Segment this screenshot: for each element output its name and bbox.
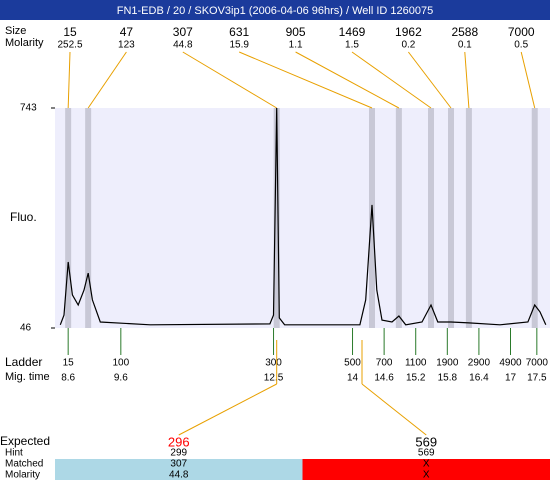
peak-band	[448, 108, 454, 328]
peak-molarity: 0.2	[401, 40, 415, 51]
peak-band	[465, 108, 472, 328]
peak-size: 47	[120, 25, 134, 39]
peak-connector	[351, 51, 432, 109]
y-tick-label: 46	[20, 323, 32, 334]
peak-connector	[520, 51, 536, 109]
matched-value: X	[423, 459, 430, 470]
peak-molarity: 123	[118, 40, 135, 51]
hint-label: Hint	[5, 448, 23, 459]
peak-molarity: 1.1	[289, 40, 303, 51]
ladder-size: 15	[63, 358, 75, 369]
expected-connector	[178, 383, 277, 436]
expected-value: 569	[415, 434, 437, 449]
molarity-label: Molarity	[5, 37, 44, 49]
hint-value: 299	[170, 448, 187, 459]
peak-size: 7000	[508, 25, 535, 39]
peak-size: 631	[229, 25, 249, 39]
ladder-time: 15.2	[406, 373, 426, 384]
peak-molarity: 44.8	[173, 40, 193, 51]
match-background	[55, 459, 303, 480]
peak-connector	[182, 51, 277, 109]
ladder-time: 17.5	[527, 373, 547, 384]
ladder-time: 17	[505, 373, 517, 384]
ladder-size: 1900	[436, 358, 459, 369]
peak-connector	[239, 51, 373, 109]
matched-label: Matched	[5, 459, 43, 470]
title: FN1-EDB / 20 / SKOV3ip1 (2006-04-06 96hr…	[117, 5, 434, 17]
expected-label: Expected	[0, 434, 50, 448]
ladder-size: 4900	[499, 358, 522, 369]
peak-band	[273, 108, 280, 328]
peak-connector	[67, 51, 71, 109]
peak-connector	[408, 51, 452, 109]
title-bar	[0, 0, 550, 20]
peak-band	[427, 108, 434, 328]
peak-size: 1469	[339, 25, 366, 39]
ladder-time: 12.5	[264, 373, 284, 384]
ladder-size: 1100	[405, 358, 427, 369]
y-label: Fluo.	[10, 210, 37, 224]
molarity-value: 44.8	[169, 470, 189, 480]
peak-size: 905	[286, 25, 306, 39]
peak-band	[531, 108, 538, 328]
peak-size: 2588	[451, 25, 478, 39]
peak-band	[85, 108, 92, 328]
ladder-time: 15.8	[438, 373, 458, 384]
ladder-label: Ladder	[5, 355, 42, 369]
molarity-value: X	[423, 470, 430, 480]
match-background	[302, 459, 550, 480]
ladder-time: 14	[347, 373, 359, 384]
peak-molarity: 15.9	[229, 40, 249, 51]
peak-band	[395, 108, 402, 328]
peak-connector	[295, 51, 400, 109]
expected-value: 296	[168, 434, 190, 449]
peak-size: 1962	[395, 25, 422, 39]
ladder-time: 8.6	[61, 373, 75, 384]
hint-value: 569	[418, 448, 435, 459]
peak-molarity: 1.5	[345, 40, 359, 51]
peak-molarity: 252.5	[57, 40, 82, 51]
size-label: Size	[5, 25, 26, 37]
peak-band	[369, 108, 376, 328]
time-label: Mig. time	[5, 371, 50, 383]
ladder-size: 2900	[468, 358, 491, 369]
ladder-size: 500	[344, 358, 361, 369]
peak-size: 307	[173, 25, 193, 39]
matched-value: 307	[170, 459, 187, 470]
peak-molarity: 0.5	[514, 40, 528, 51]
peak-connector	[464, 51, 470, 109]
ladder-time: 9.6	[114, 373, 128, 384]
plot-area	[55, 108, 550, 328]
peak-connector	[87, 51, 127, 109]
ladder-time: 14.6	[374, 373, 394, 384]
y-tick-label: 743	[20, 103, 37, 114]
peak-size: 15	[63, 25, 77, 39]
ladder-size: 100	[112, 358, 129, 369]
ladder-size: 300	[265, 358, 282, 369]
peak-molarity: 0.1	[458, 40, 472, 51]
ladder-size: 700	[376, 358, 393, 369]
ladder-size: 7000	[526, 358, 549, 369]
expected-connector	[361, 383, 427, 436]
peak-band	[65, 108, 72, 328]
molarity-row-label: Molarity	[5, 470, 40, 480]
trace	[59, 107, 547, 326]
ladder-time: 16.4	[469, 373, 489, 384]
